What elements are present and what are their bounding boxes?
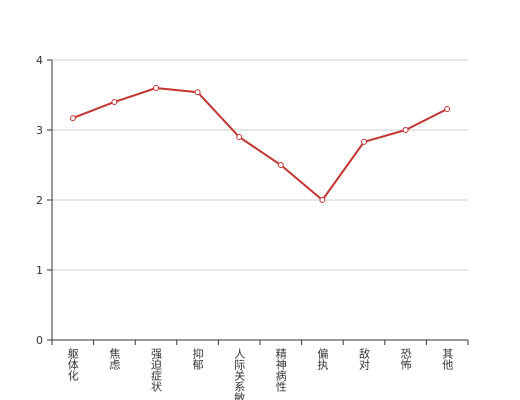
point [319,197,326,203]
y-tick-label: 2 [36,194,43,207]
x-tick-label: 躯体化 [66,348,79,382]
line [72,86,448,202]
point [402,127,409,133]
x-tick-label: 敌对 [358,347,371,370]
x-tick-label: 其他 [441,348,454,370]
y-tick-label: 4 [36,54,43,67]
x-tick-label: 抑郁 [191,347,204,370]
y-tick-label: 0 [36,334,43,347]
point [153,85,159,91]
x-tick-label: 焦虑 [108,348,121,370]
x-tick-label: 强迫症状 [150,348,163,392]
point [111,99,118,105]
x-tick-label: 偏执 [316,347,329,371]
point [444,106,451,112]
point [194,89,201,96]
point [361,138,367,145]
y-tick-label: 3 [36,124,43,137]
point [69,115,76,122]
x-tick-label: 精神病性 [274,348,287,393]
x-tick-label: 人际关系敏感 [233,348,246,400]
x-tick-label: 恐怖 [399,348,412,370]
point [236,134,243,140]
point [277,162,284,168]
y-tick-label: 1 [36,264,43,277]
